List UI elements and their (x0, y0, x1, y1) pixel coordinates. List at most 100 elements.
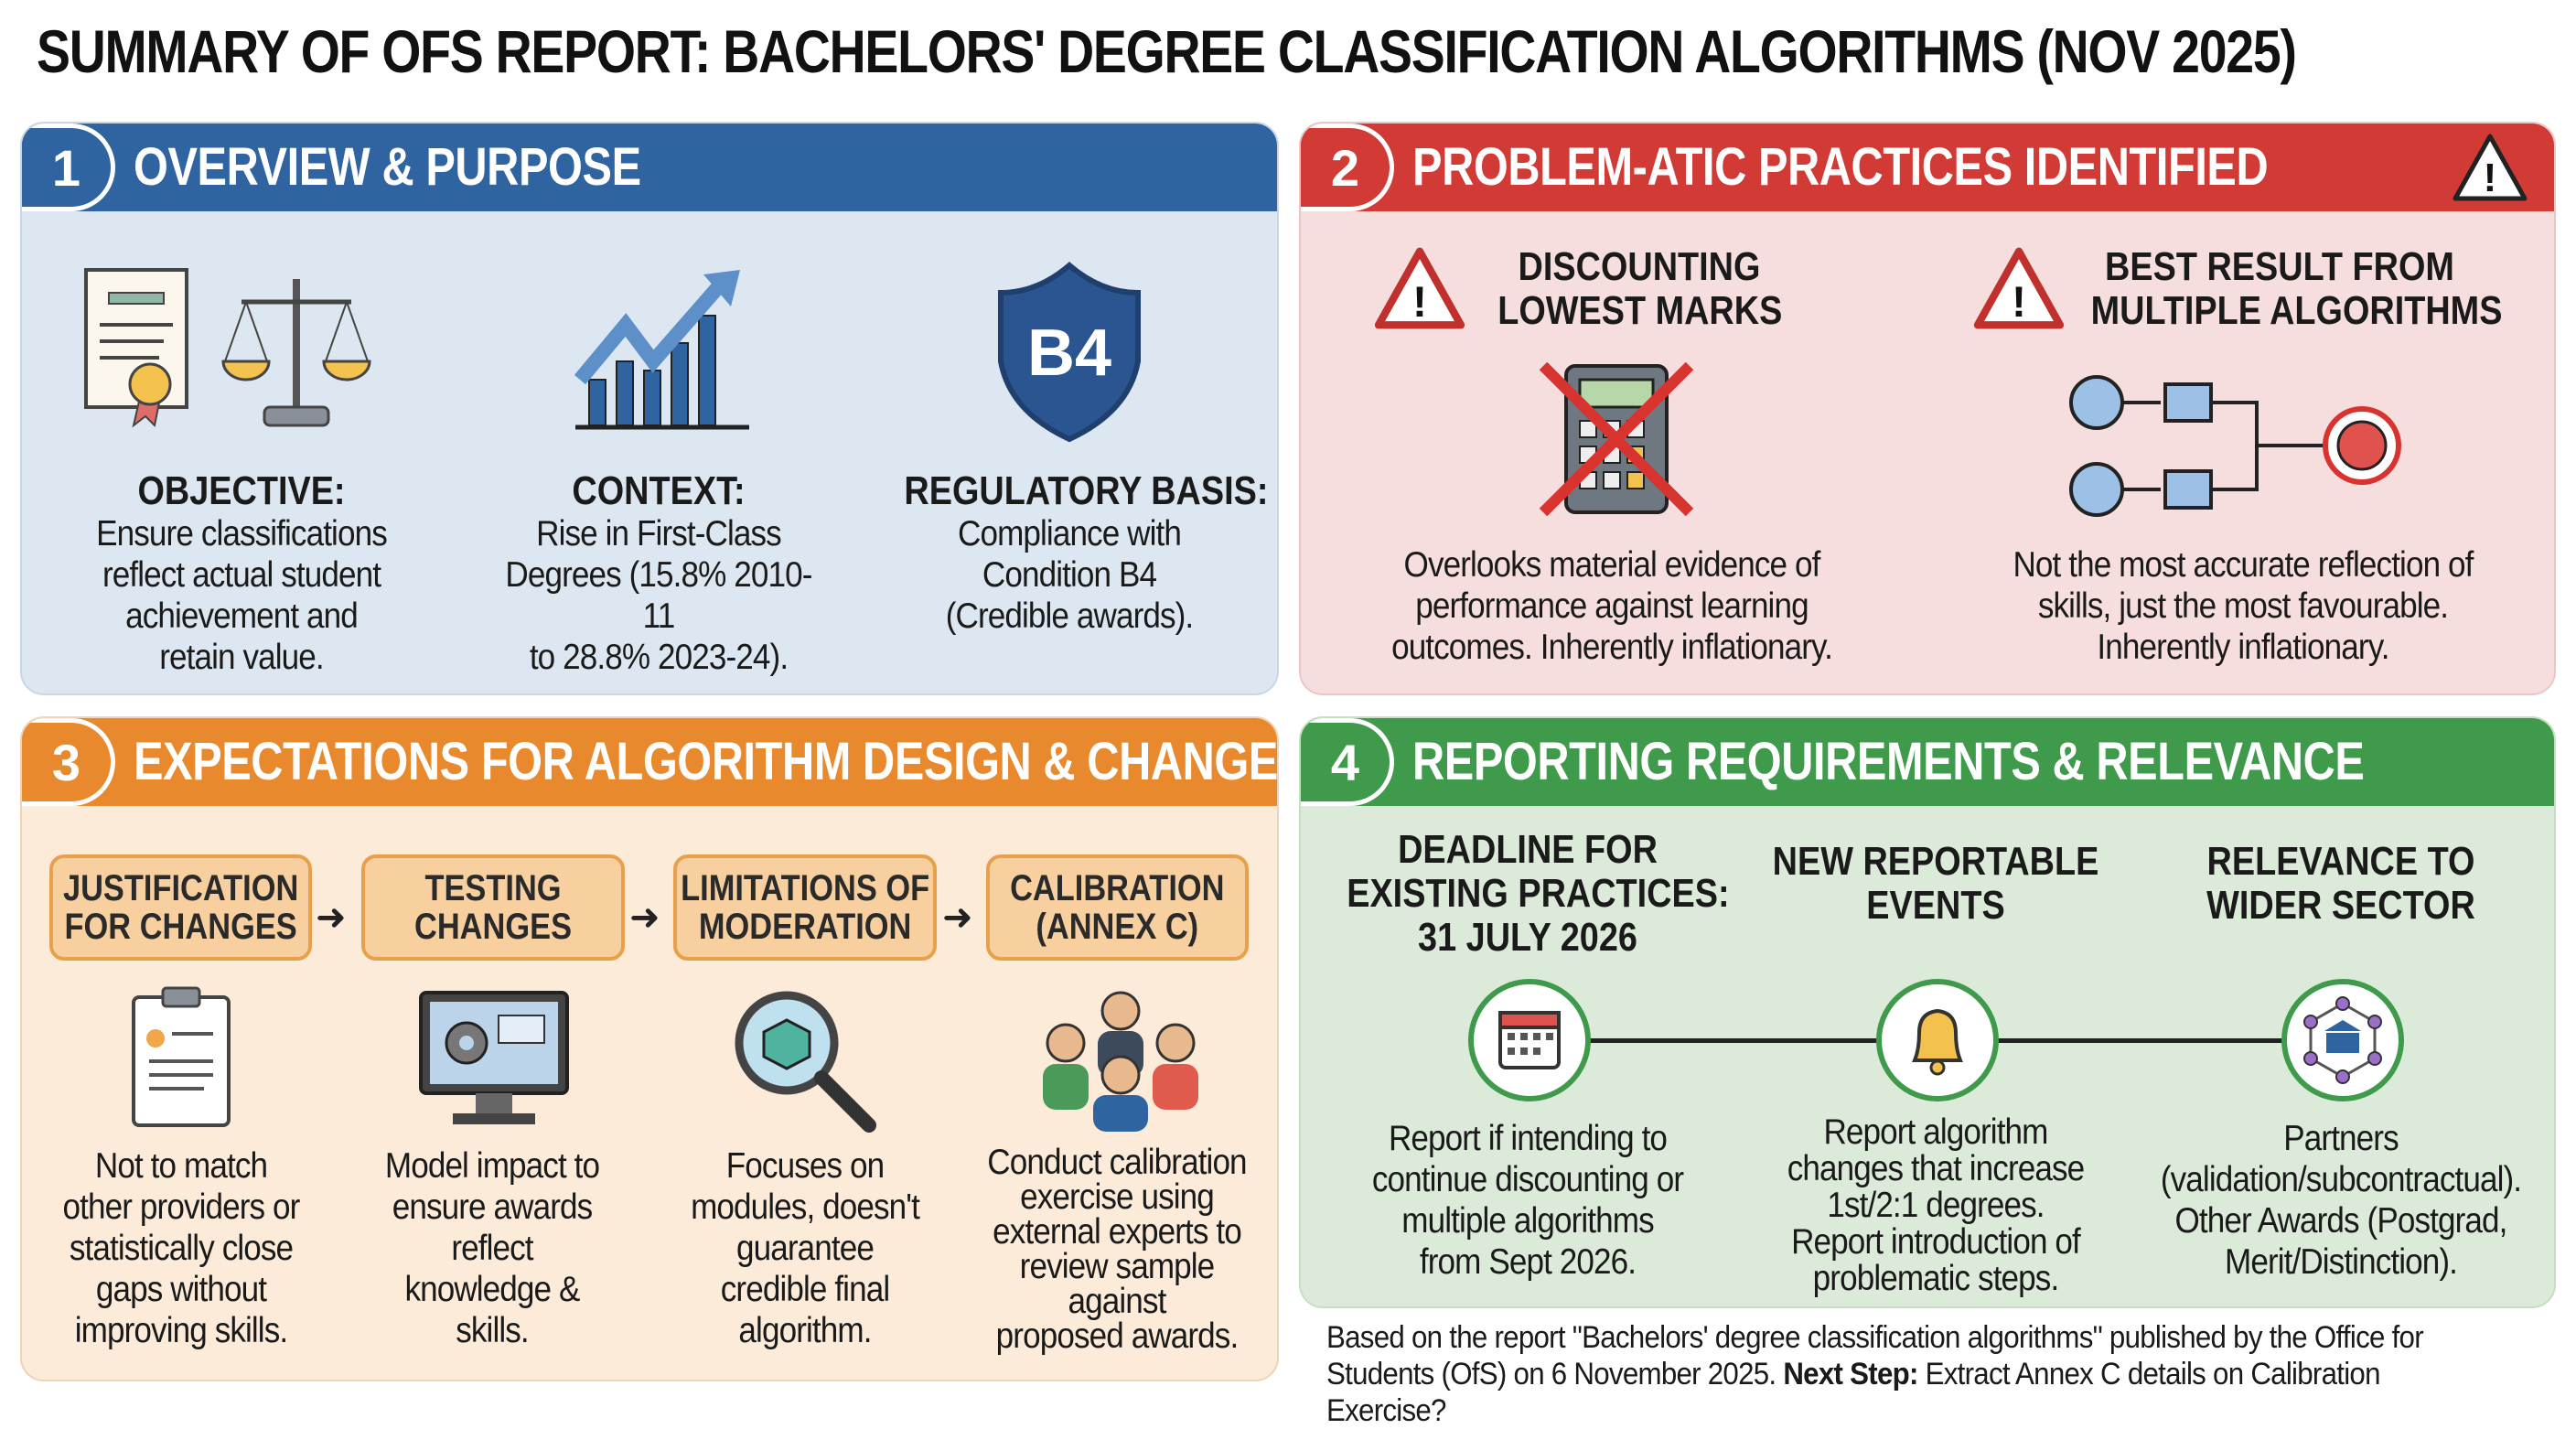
discounting-heading: DISCOUNTING LOWEST MARKS (1475, 245, 1804, 333)
body-line: achievement and (125, 596, 359, 636)
heading-line: DISCOUNTING (1518, 244, 1761, 289)
context-column: CONTEXT: Rise in First-Class Degrees (15.… (476, 469, 842, 678)
body-line: Report algorithm (1823, 1112, 2048, 1152)
section-title: REPORTING REQUIREMENTS & RELEVANCE (1412, 732, 2365, 791)
body-line: Not to match (94, 1146, 268, 1186)
section-number: 3 (22, 718, 115, 806)
body-line: proposed awards. (995, 1316, 1240, 1356)
panel-header: 3 EXPECTATIONS FOR ALGORITHM DESIGN & CH… (22, 718, 1277, 806)
heading-line: WIDER SECTOR (2206, 883, 2475, 928)
justification-description: Not to match other providers or statistica… (27, 1145, 335, 1351)
body-line: review sample (1019, 1247, 1216, 1286)
bell-icon (1876, 979, 1999, 1101)
heading-line: LOWEST MARKS (1497, 288, 1783, 333)
section-title: PROBLEM-ATIC PRACTICES IDENTIFIED (1412, 137, 2269, 197)
body-line: Report introduction of (1791, 1222, 2081, 1262)
shield-b4-icon: B4 (998, 262, 1141, 443)
body-line: Conduct calibration (987, 1143, 1247, 1182)
body-line: guarantee (736, 1229, 875, 1268)
step-label: JUSTIFICATION (62, 868, 299, 908)
body-line: knowledge & (404, 1270, 580, 1309)
body-line: retain value. (159, 638, 324, 677)
body-line: Inherently inflationary. (2097, 628, 2389, 667)
body-line: outcomes. Inherently inflationary. (1391, 628, 1833, 667)
warning-icon: ! (2453, 134, 2528, 201)
heading-line: EXISTING PRACTICES: (1347, 871, 1730, 916)
body-line: (Credible awards). (945, 596, 1194, 636)
calendar-icon (1468, 979, 1591, 1101)
svg-text:!: ! (2484, 156, 2497, 200)
svg-text:!: ! (2012, 278, 2026, 327)
heading-line: BEST RESULT FROM (2105, 244, 2454, 289)
new-events-heading: NEW REPORTABLE EVENTS (1744, 840, 2128, 928)
scales-icon (221, 279, 371, 427)
section-number: 1 (22, 124, 115, 211)
body-line: Other Awards (Postgrad, (2174, 1201, 2507, 1241)
body-line: skills. (456, 1311, 529, 1350)
body-line: exercise using (1020, 1177, 1215, 1217)
step-moderation: LIMITATIONS OF MODERATION (673, 854, 937, 961)
warning-icon: ! (1973, 247, 2065, 329)
body-line: Focuses on (725, 1146, 885, 1186)
regulatory-column: REGULATORY BASIS: Compliance with Conditi… (877, 469, 1268, 637)
body-line: Rise in First-Class (536, 514, 782, 553)
arrow-right-icon: ➜ (629, 897, 660, 938)
body-line: ensure awards (392, 1187, 593, 1227)
svg-text:!: ! (1412, 278, 1427, 327)
column-heading: CONTEXT: (572, 468, 746, 513)
body-line: gaps without (95, 1270, 267, 1309)
footer-note: Based on the report "Bachelors' degree c… (1326, 1319, 2471, 1429)
heading-line: EVENTS (1866, 883, 2005, 928)
body-line: Compliance with (957, 514, 1182, 553)
warning-icon: ! (1374, 247, 1465, 329)
body-line: Degrees (15.8% 2010-11 (505, 555, 812, 636)
best-result-heading: BEST RESULT FROM MULTIPLE ALGORITHMS (2060, 244, 2503, 333)
body-line: 1st/2:1 degrees. (1827, 1186, 2045, 1225)
certificate-icon (84, 268, 371, 428)
body-line: modules, doesn't (691, 1187, 920, 1227)
body-line: external experts to (993, 1212, 1242, 1252)
body-line: (validation/subcontractual). (2160, 1160, 2522, 1199)
best-result-description: Not the most accurate reflection of skill… (1959, 544, 2527, 668)
step-label: LIMITATIONS OF (681, 868, 929, 908)
body-line: reflect (451, 1229, 533, 1268)
footer-source: Based on the report "Bachelors' degree c… (1326, 1320, 2424, 1391)
deadline-heading: DEADLINE FOR EXISTING PRACTICES: 31 JULY 2… (1317, 828, 1738, 960)
body-line: statistically close (69, 1229, 294, 1268)
step-testing: TESTING CHANGES (361, 854, 625, 961)
body-line: Condition B4 (982, 555, 1157, 595)
body-line: reflect actual student (102, 555, 381, 595)
people-group-icon (1043, 991, 1198, 1132)
heading-line: MULTIPLE ALGORITHMS (2090, 288, 2503, 333)
body-line: Overlooks material evidence of (1403, 545, 1821, 585)
body-line: skills, just the most favourable. (2037, 586, 2449, 626)
body-line: Model impact to (384, 1146, 600, 1186)
body-line: Partners (2283, 1119, 2399, 1158)
body-line: multiple algorithms (1401, 1201, 1654, 1241)
step-justification: JUSTIFICATION FOR CHANGES (49, 854, 312, 961)
relevance-description: Partners (validation/subcontractual). Othe… (2131, 1118, 2551, 1283)
body-line: problematic steps. (1812, 1259, 2060, 1298)
body-line: performance against learning (1415, 586, 1809, 626)
step-label: MODERATION (698, 907, 912, 947)
clipboard-icon (132, 986, 231, 1127)
magnifier-cube-icon (735, 991, 876, 1133)
moderation-description: Focuses on modules, doesn't guarantee credi… (651, 1145, 959, 1351)
step-label: TESTING (424, 868, 562, 908)
panel-reporting: 4 REPORTING REQUIREMENTS & RELEVANCE (1299, 716, 2556, 1308)
page-title: SUMMARY OF OFS REPORT: BACHELORS' DEGREE… (37, 17, 2297, 85)
body-line: algorithm. (738, 1311, 872, 1350)
panel-header: 1 OVERVIEW & PURPOSE (22, 124, 1277, 211)
body-line: other providers or (62, 1187, 301, 1227)
new-events-description: Report algorithm changes that increase 1st… (1744, 1114, 2128, 1297)
deadline-description: Report if intending to continue discounti… (1326, 1118, 1729, 1283)
section-number: 2 (1301, 124, 1394, 211)
footer-next-label: Next Step: (1783, 1357, 1918, 1391)
heading-line: RELEVANCE TO (2206, 839, 2475, 884)
body-line: Merit/Distinction). (2224, 1242, 2458, 1282)
section-number: 4 (1301, 718, 1394, 806)
testing-description: Model impact to ensure awards reflect knowl… (338, 1145, 646, 1351)
network-building-icon (2281, 979, 2404, 1101)
panel-header: 4 REPORTING REQUIREMENTS & RELEVANCE (1301, 718, 2554, 806)
calibration-description: Conduct calibration exercise using externa… (961, 1143, 1273, 1356)
